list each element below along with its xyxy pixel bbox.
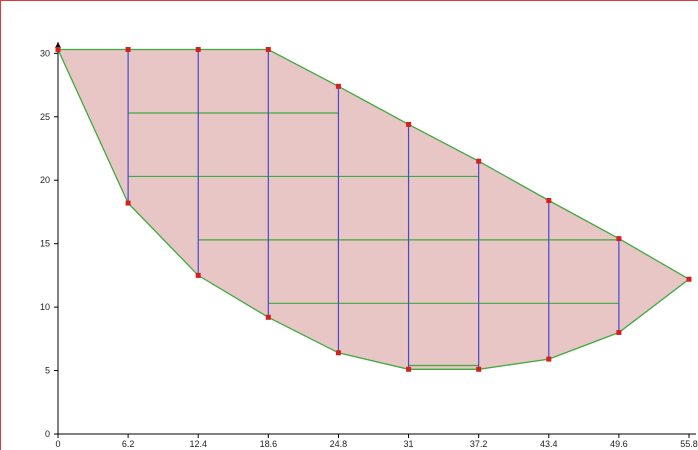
node-0 [55,47,61,52]
y-tick-label-0: 0 [45,429,50,439]
node-11 [195,272,201,278]
y-tick-label-4: 20 [40,175,50,185]
node-10 [125,200,131,206]
y-tick-label-5: 25 [40,112,50,122]
node-14 [406,366,412,372]
node-17 [616,330,622,335]
x-tick-label-5: 31 [404,439,414,449]
x-tick-label-1: 6.2 [122,439,135,449]
x-tick-label-4: 24.8 [330,439,348,449]
node-12 [265,314,271,320]
x-tick-label-3: 18.6 [260,439,278,449]
node-15 [476,366,482,372]
node-6 [476,158,482,164]
node-2 [195,47,201,52]
node-5 [406,121,412,127]
x-tick-label-8: 49.6 [610,439,628,449]
node-4 [335,83,341,89]
node-3 [265,47,271,52]
y-tick-label-2: 10 [40,302,50,312]
x-tick-label-9: 55.8 [680,439,698,449]
y-tick-label-6: 30 [40,48,50,58]
node-13 [335,350,341,356]
x-tick-label-7: 43.4 [540,439,558,449]
y-axis-arrow [55,42,61,48]
x-tick-label-6: 37.2 [470,439,488,449]
node-16 [546,356,552,362]
node-1 [125,47,131,52]
y-tick-label-3: 15 [40,239,50,249]
node-8 [616,236,622,242]
x-tick-label-0: 0 [55,439,60,449]
soil-region [58,49,689,370]
y-tick-label-1: 5 [45,366,50,376]
x-tick-label-2: 12.4 [189,439,207,449]
node-9 [686,276,692,282]
node-7 [546,198,552,203]
